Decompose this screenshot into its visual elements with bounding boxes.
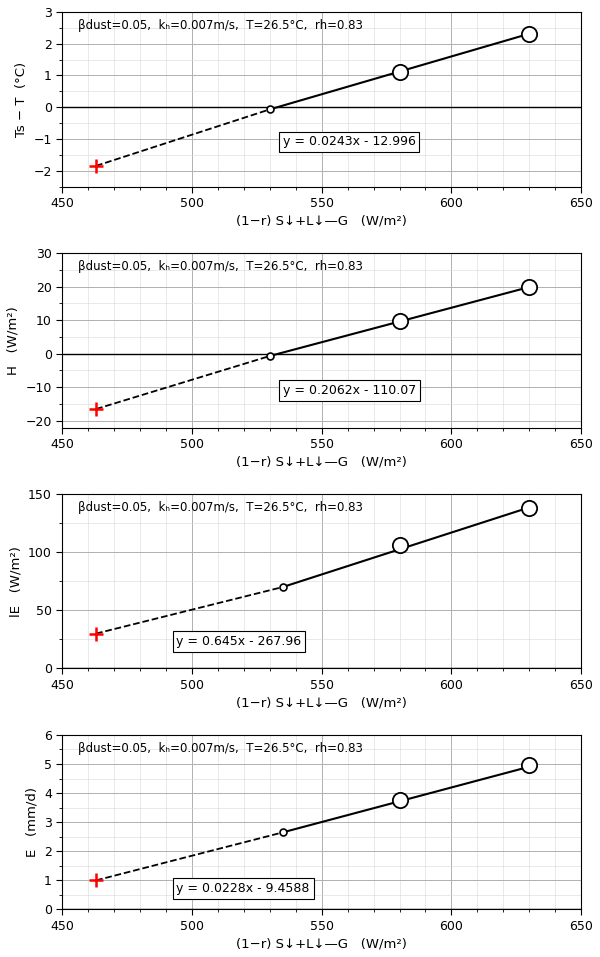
Text: y = 0.0228x - 9.4588: y = 0.0228x - 9.4588 [176, 882, 310, 895]
X-axis label: (1−r) S↓+L↓—G   (W/m²): (1−r) S↓+L↓—G (W/m²) [236, 214, 407, 227]
Text: y = 0.645x - 267.96: y = 0.645x - 267.96 [176, 635, 302, 648]
X-axis label: (1−r) S↓+L↓—G   (W/m²): (1−r) S↓+L↓—G (W/m²) [236, 937, 407, 950]
Y-axis label: lE   (W/m²): lE (W/m²) [10, 545, 22, 616]
Y-axis label: Ts − T  (°C): Ts − T (°C) [15, 61, 28, 137]
Text: βdust=0.05,  kₕ=0.007m/s,  T=26.5°C,  rh=0.83: βdust=0.05, kₕ=0.007m/s, T=26.5°C, rh=0.… [78, 19, 363, 32]
Y-axis label: H   (W/m²): H (W/m²) [7, 306, 20, 374]
X-axis label: (1−r) S↓+L↓—G   (W/m²): (1−r) S↓+L↓—G (W/m²) [236, 456, 407, 468]
Y-axis label: E   (mm/d): E (mm/d) [25, 788, 38, 857]
Text: βdust=0.05,  kₕ=0.007m/s,  T=26.5°C,  rh=0.83: βdust=0.05, kₕ=0.007m/s, T=26.5°C, rh=0.… [78, 742, 363, 755]
Text: y = 0.2062x - 110.07: y = 0.2062x - 110.07 [283, 384, 416, 397]
Text: βdust=0.05,  kₕ=0.007m/s,  T=26.5°C,  rh=0.83: βdust=0.05, kₕ=0.007m/s, T=26.5°C, rh=0.… [78, 260, 363, 273]
Text: y = 0.0243x - 12.996: y = 0.0243x - 12.996 [283, 135, 416, 148]
X-axis label: (1−r) S↓+L↓—G   (W/m²): (1−r) S↓+L↓—G (W/m²) [236, 696, 407, 709]
Text: βdust=0.05,  kₕ=0.007m/s,  T=26.5°C,  rh=0.83: βdust=0.05, kₕ=0.007m/s, T=26.5°C, rh=0.… [78, 501, 363, 514]
